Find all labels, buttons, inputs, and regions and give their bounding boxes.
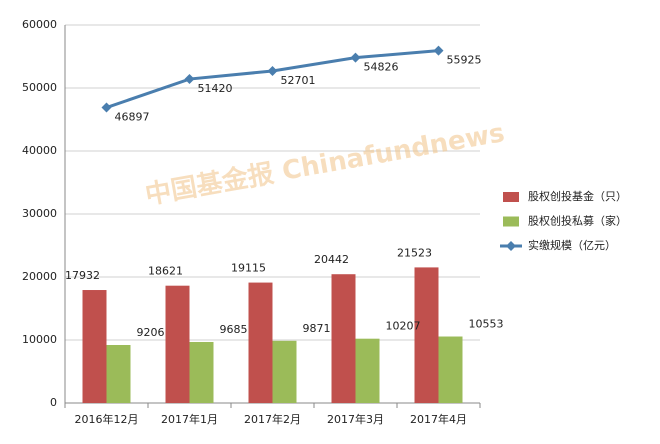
marks [82,45,463,403]
data-label: 9685 [220,323,248,336]
bar [414,267,439,403]
y-tick-label: 20000 [22,270,57,283]
bar [272,340,297,403]
bar [165,285,190,403]
data-label: 51420 [198,82,233,95]
line-marker [184,74,195,85]
data-label: 21523 [397,246,432,259]
legend-label: 股权创投基金（只） [528,189,627,203]
y-tick-label: 40000 [22,144,57,157]
legend-swatch [503,216,519,227]
data-label: 19115 [231,262,266,275]
x-tick-label: 2017年1月 [161,412,218,426]
y-tick-label: 30000 [22,207,57,220]
data-label: 55925 [447,54,482,67]
data-label: 10207 [386,320,421,333]
data-label: 9206 [137,326,165,339]
data-label: 18621 [148,265,183,278]
data-label: 54826 [364,61,399,74]
legend-label: 实缴规模（亿元） [528,238,616,252]
data-label: 10553 [469,318,504,331]
bar [438,336,463,403]
x-tick-label: 2017年2月 [244,412,301,426]
line-marker [101,102,112,113]
data-label: 9871 [303,322,331,335]
bar [248,282,273,403]
data-label: 17932 [65,269,100,282]
y-tick-label: 0 [50,396,57,409]
bar [82,290,107,403]
data-label: 52701 [281,74,316,87]
y-tick-label: 50000 [22,81,57,94]
x-tick-label: 2017年4月 [410,412,467,426]
y-tick-label: 10000 [22,333,57,346]
line-marker [433,45,444,56]
legend-swatch [503,192,519,202]
legend-swatch [506,241,516,251]
bar [189,341,214,403]
data-label: 20442 [314,253,349,266]
bar [331,274,356,403]
y-tick-label: 60000 [22,18,57,31]
x-tick-label: 2017年3月 [327,412,384,426]
data-label: 46897 [115,111,150,124]
legend-label: 股权创投私募（家） [528,214,627,228]
bar [106,345,131,403]
bar [355,338,380,403]
line-marker [350,52,361,63]
x-tick-label: 2016年12月 [75,412,139,426]
line-marker [267,65,278,76]
